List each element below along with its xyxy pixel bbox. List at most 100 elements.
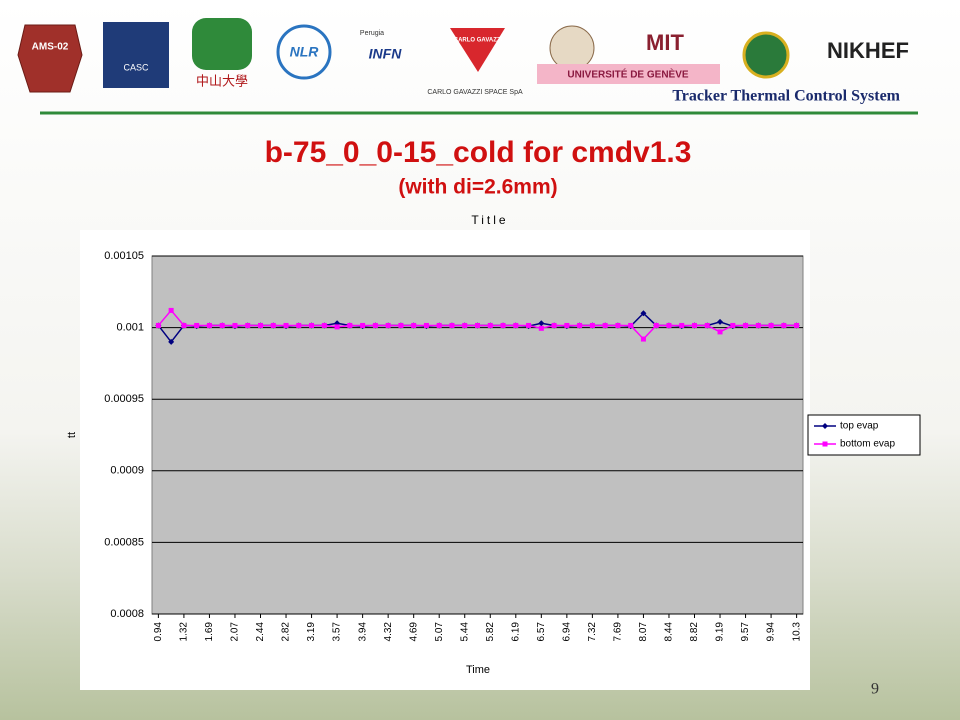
marker bbox=[462, 322, 468, 328]
y-tick-label: 0.00095 bbox=[104, 393, 144, 405]
marker bbox=[755, 322, 761, 328]
marker bbox=[194, 322, 200, 328]
marker bbox=[743, 322, 749, 328]
marker bbox=[360, 322, 366, 328]
marker bbox=[181, 322, 187, 328]
casc-logo bbox=[103, 22, 169, 88]
geneva-seal bbox=[549, 25, 595, 71]
marker bbox=[794, 322, 800, 328]
marker bbox=[768, 322, 774, 328]
marker bbox=[704, 322, 710, 328]
x-tick-label: 1.32 bbox=[179, 622, 190, 642]
tagline: Tracker Thermal Control System bbox=[672, 88, 900, 105]
y-tick-label: 0.00085 bbox=[104, 536, 144, 548]
marker bbox=[321, 322, 327, 328]
logo-text: 中山大學 bbox=[196, 73, 248, 88]
marker bbox=[640, 336, 646, 342]
legend-label: bottom evap bbox=[840, 439, 895, 450]
marker bbox=[822, 423, 828, 429]
emblem-logo bbox=[742, 31, 790, 79]
logo-text: MIT bbox=[646, 30, 684, 55]
logo-text: NIKHEF bbox=[827, 38, 909, 63]
x-tick-label: 9.94 bbox=[766, 622, 777, 642]
marker bbox=[615, 322, 621, 328]
y-tick-label: 0.00105 bbox=[104, 250, 144, 262]
x-tick-label: 2.82 bbox=[281, 622, 292, 642]
y-tick-label: 0.0009 bbox=[110, 465, 144, 477]
marker bbox=[564, 322, 570, 328]
logo-text: CARLO GAVAZZI bbox=[454, 38, 503, 44]
zsu-logo bbox=[192, 18, 252, 70]
marker bbox=[347, 322, 353, 328]
slide-subtitle: (with di=2.6mm) bbox=[398, 176, 557, 199]
x-tick-label: 10.3 bbox=[791, 622, 802, 642]
marker bbox=[538, 325, 544, 331]
legend-box bbox=[807, 414, 921, 456]
marker bbox=[538, 320, 545, 327]
marker bbox=[423, 322, 429, 328]
marker bbox=[283, 322, 289, 328]
x-tick-label: 3.57 bbox=[332, 622, 343, 642]
marker bbox=[589, 322, 595, 328]
marker bbox=[245, 322, 251, 328]
y-tick-label: 0.001 bbox=[116, 322, 144, 334]
marker bbox=[168, 307, 174, 313]
marker bbox=[206, 322, 212, 328]
x-tick-label: 9.19 bbox=[715, 622, 726, 642]
legend-label: top evap bbox=[840, 421, 879, 432]
marker bbox=[475, 322, 480, 328]
x-tick-label: 5.07 bbox=[434, 622, 445, 642]
page-number: 9 bbox=[871, 681, 879, 698]
slide-title: b-75_0_0-15_cold for cmdv1.3 bbox=[265, 136, 692, 169]
ams-logo bbox=[17, 24, 83, 93]
x-tick-label: 7.69 bbox=[613, 622, 624, 642]
marker bbox=[155, 322, 161, 328]
marker bbox=[398, 322, 404, 328]
marker bbox=[781, 322, 787, 328]
x-tick-label: 3.94 bbox=[357, 622, 368, 642]
marker bbox=[602, 322, 608, 328]
marker bbox=[232, 322, 238, 328]
marker bbox=[628, 322, 634, 328]
marker bbox=[717, 329, 723, 335]
y-tick-label: 0.0008 bbox=[110, 608, 144, 620]
marker bbox=[385, 322, 391, 328]
x-tick-label: 3.19 bbox=[306, 622, 317, 642]
marker bbox=[679, 322, 685, 328]
logo-text: NLR bbox=[290, 44, 320, 60]
marker bbox=[436, 322, 442, 328]
marker bbox=[513, 322, 519, 328]
marker bbox=[219, 322, 225, 328]
logo-text: CASC bbox=[123, 62, 149, 72]
chart-title: Title bbox=[471, 213, 508, 227]
x-tick-label: 1.69 bbox=[204, 622, 215, 642]
x-tick-label: 5.82 bbox=[485, 622, 496, 642]
logo-text: Perugia bbox=[360, 30, 384, 37]
marker bbox=[640, 310, 647, 317]
marker bbox=[526, 322, 532, 328]
marker bbox=[500, 322, 506, 328]
plot-background bbox=[151, 255, 804, 615]
plot: 0.0008 0.00085 0.0009 0.00095 0.001 0.00105 0.… bbox=[104, 250, 921, 642]
marker bbox=[730, 322, 736, 328]
marker bbox=[577, 322, 583, 328]
marker bbox=[411, 322, 417, 328]
marker bbox=[666, 322, 672, 328]
x-tick-label: 5.44 bbox=[459, 622, 470, 642]
logo-text: UNIVERSITÉ DE GENÈVE bbox=[567, 68, 688, 81]
x-tick-label: 4.32 bbox=[383, 622, 394, 642]
marker bbox=[653, 322, 659, 328]
marker bbox=[487, 322, 493, 328]
cg-logo bbox=[450, 28, 505, 72]
marker bbox=[449, 322, 455, 328]
marker bbox=[258, 322, 263, 328]
x-tick-label: 8.44 bbox=[664, 622, 675, 642]
logo-text: CARLO GAVAZZI SPACE SpA bbox=[427, 89, 523, 96]
y-axis-label: tt bbox=[66, 432, 78, 438]
marker bbox=[551, 322, 557, 328]
logo-bar: AMS-02 CASC 中山大學 NLR Perugia INFN CARLO … bbox=[17, 18, 918, 115]
x-tick-label: 7.32 bbox=[587, 622, 598, 642]
x-tick-label: 2.44 bbox=[255, 622, 266, 642]
marker bbox=[692, 322, 697, 328]
